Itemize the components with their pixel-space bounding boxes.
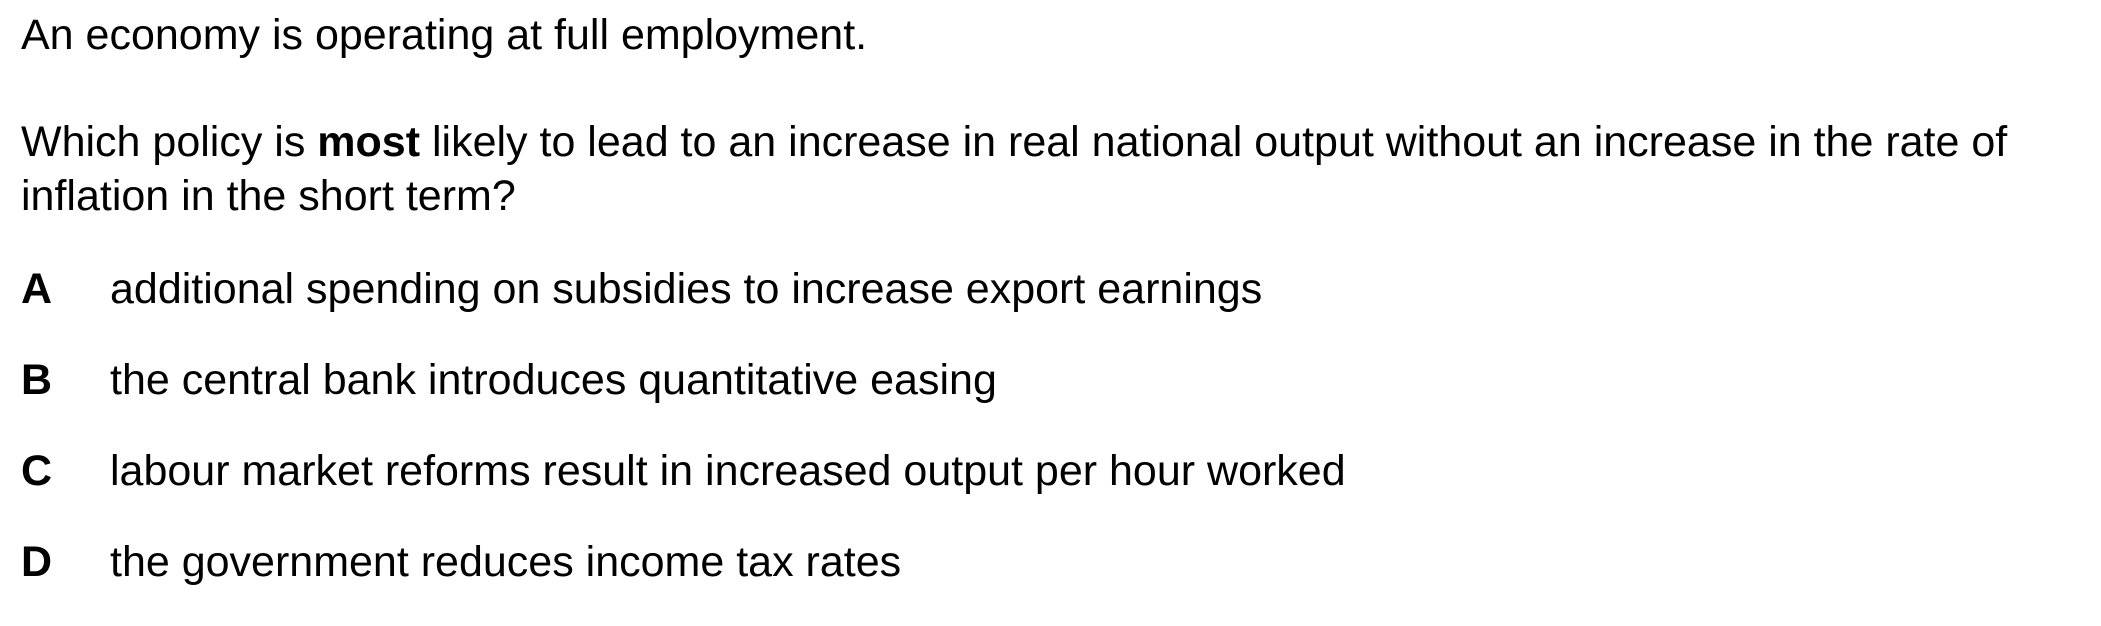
- question-stem: Which policy is most likely to lead to a…: [21, 115, 2061, 223]
- option-letter: D: [21, 538, 53, 586]
- question-page: An economy is operating at full employme…: [21, 11, 2061, 586]
- option-b[interactable]: B the central bank introduces quantitati…: [21, 353, 1346, 407]
- answer-options: A additional spending on subsidies to in…: [21, 262, 1346, 626]
- option-a[interactable]: A additional spending on subsidies to in…: [21, 262, 1346, 316]
- option-text: the central bank introduces quantitative…: [110, 356, 997, 404]
- option-letter: B: [21, 356, 53, 404]
- option-c[interactable]: C labour market reforms result in increa…: [21, 444, 1346, 498]
- question-stem-end: likely to lead to an increase in real na…: [21, 118, 2008, 220]
- option-letter: A: [21, 265, 53, 313]
- option-letter: C: [21, 447, 53, 495]
- question-stem-start: Which policy is: [21, 118, 318, 166]
- option-text: the government reduces income tax rates: [110, 538, 902, 586]
- option-text: additional spending on subsidies to incr…: [110, 265, 1263, 313]
- question-emphasis: most: [317, 118, 421, 166]
- option-text: labour market reforms result in increase…: [110, 447, 1346, 495]
- question-context: An economy is operating at full employme…: [21, 11, 868, 59]
- option-d[interactable]: D the government reduces income tax rate…: [21, 535, 1346, 589]
